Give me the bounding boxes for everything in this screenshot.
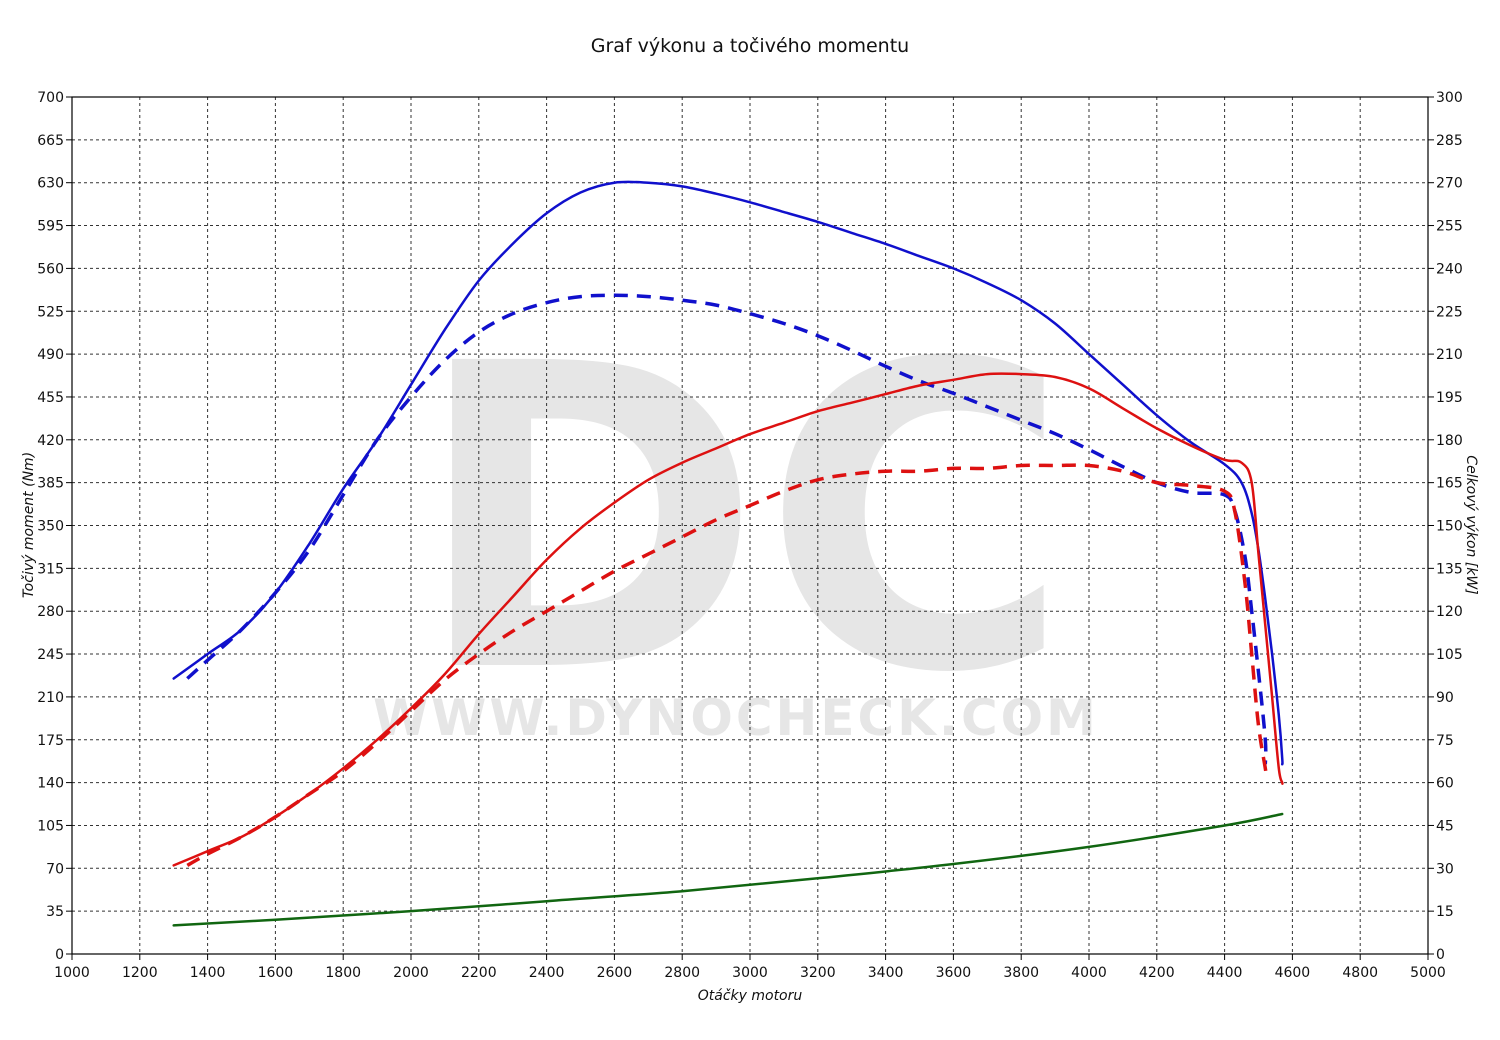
y-left-tick-label: 70 [46, 861, 64, 877]
tick-labels: 1000 1200 1400 1600 1800 2000 2200 2400 2600 2800… [37, 90, 1462, 981]
y-left-tick-label: 175 [37, 733, 64, 749]
x-tick-label: 1200 [122, 965, 158, 981]
chart-title: Graf výkonu a točivého momentu [591, 35, 909, 57]
y-left-tick-label: 140 [37, 776, 64, 792]
y-right-tick-label: 285 [1436, 133, 1463, 149]
y-right-tick-label: 270 [1436, 176, 1463, 192]
x-tick-label: 3400 [868, 965, 904, 981]
y-right-tick-label: 15 [1436, 904, 1454, 920]
y-right-tick-label: 195 [1436, 390, 1463, 406]
x-tick-label: 3800 [1003, 965, 1039, 981]
y-right-tick-label: 165 [1436, 476, 1463, 492]
x-tick-label: 3000 [732, 965, 768, 981]
y-left-tick-label: 630 [37, 176, 64, 192]
series-power-dashed [186, 463, 1268, 867]
x-tick-label: 2000 [393, 965, 429, 981]
y-left-tick-label: 525 [37, 304, 64, 320]
y-right-tick-label: 225 [1436, 304, 1463, 320]
y-left-tick-label: 385 [37, 476, 64, 492]
grid [72, 97, 1428, 954]
y-left-tick-label: 665 [37, 133, 64, 149]
y-axis-right-title: Celkový výkon [kW] [1463, 455, 1479, 594]
y-right-tick-label: 255 [1436, 219, 1463, 235]
y-right-tick-label: 135 [1436, 561, 1463, 577]
y-right-tick-label: 150 [1436, 519, 1463, 535]
x-tick-label: 1000 [54, 965, 90, 981]
x-tick-label: 4600 [1275, 965, 1311, 981]
y-right-tick-label: 240 [1436, 261, 1463, 277]
series-torque-solid [172, 180, 1284, 766]
series-torque-dashed [186, 293, 1268, 765]
x-tick-label: 2400 [529, 965, 565, 981]
y-left-tick-label: 210 [37, 690, 64, 706]
y-right-tick-label: 210 [1436, 347, 1463, 363]
y-right-tick-label: 120 [1436, 604, 1463, 620]
x-tick-label: 1600 [258, 965, 294, 981]
y-left-tick-label: 350 [37, 519, 64, 535]
series-layer [172, 180, 1284, 927]
y-left-tick-label: 315 [37, 561, 64, 577]
y-right-tick-label: 75 [1436, 733, 1454, 749]
x-tick-label: 1800 [325, 965, 361, 981]
y-left-tick-label: 280 [37, 604, 64, 620]
y-left-tick-label: 595 [37, 219, 64, 235]
x-tick-label: 2600 [597, 965, 633, 981]
y-right-tick-label: 60 [1436, 776, 1454, 792]
y-right-tick-label: 30 [1436, 861, 1454, 877]
y-right-tick-label: 90 [1436, 690, 1454, 706]
x-axis-title: Otáčky motoru [698, 988, 803, 1004]
x-tick-label: 3200 [800, 965, 836, 981]
x-tick-label: 2200 [461, 965, 497, 981]
y-left-tick-label: 0 [55, 947, 64, 963]
x-tick-label: 4400 [1207, 965, 1243, 981]
y-left-tick-label: 560 [37, 261, 64, 277]
series-loss-power [172, 812, 1284, 927]
y-left-tick-label: 105 [37, 818, 64, 834]
series-power-solid [172, 372, 1284, 867]
x-tick-label: 5000 [1410, 965, 1446, 981]
x-tick-label: 4000 [1071, 965, 1107, 981]
x-tick-label: 1400 [190, 965, 226, 981]
y-left-tick-label: 245 [37, 647, 64, 663]
y-left-tick-label: 420 [37, 433, 64, 449]
x-tick-label: 4200 [1139, 965, 1175, 981]
y-axis-left-title: Točivý moment (Nm) [21, 452, 37, 598]
y-left-tick-label: 490 [37, 347, 64, 363]
watermark-logo: DC [414, 276, 1071, 765]
watermark: DC WWW.DYNOCHECK.COM [373, 276, 1099, 765]
watermark-url: WWW.DYNOCHECK.COM [373, 689, 1099, 747]
y-right-tick-label: 0 [1436, 947, 1445, 963]
x-tick-label: 4800 [1342, 965, 1378, 981]
y-right-tick-label: 300 [1436, 90, 1463, 106]
y-left-tick-label: 700 [37, 90, 64, 106]
y-right-tick-label: 105 [1436, 647, 1463, 663]
x-tick-label: 3600 [936, 965, 972, 981]
y-left-tick-label: 455 [37, 390, 64, 406]
y-left-tick-label: 35 [46, 904, 64, 920]
y-right-tick-label: 45 [1436, 818, 1454, 834]
x-tick-label: 2800 [664, 965, 700, 981]
y-right-tick-label: 180 [1436, 433, 1463, 449]
